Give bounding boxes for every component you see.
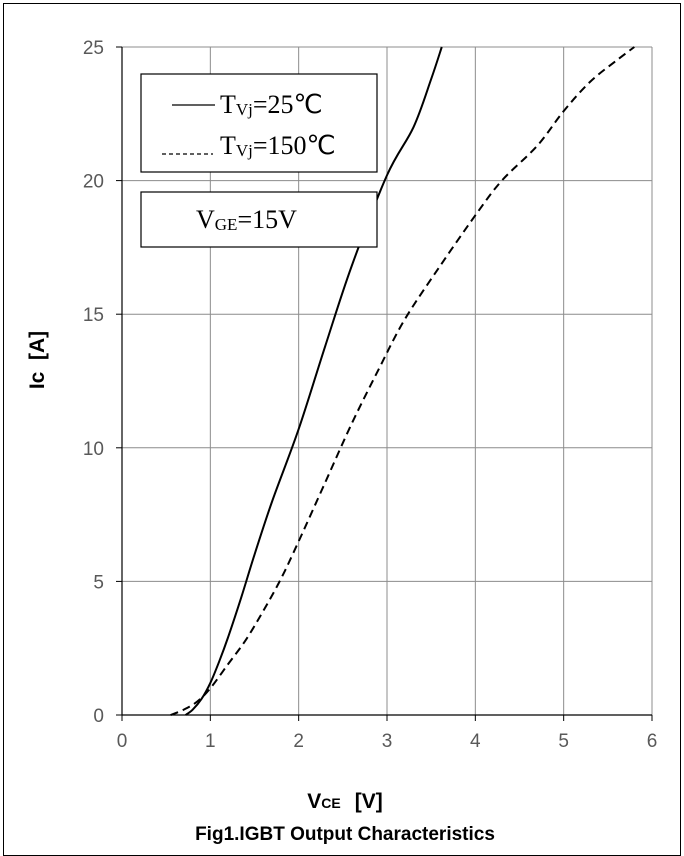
series-layer [170, 46, 635, 716]
x-tick-label: 2 [293, 731, 304, 752]
x-tick-label: 1 [205, 731, 216, 752]
vge-annotation: VGE=15V [140, 191, 378, 248]
y-tick-label: 5 [93, 572, 104, 593]
y-tick-label: 20 [83, 172, 104, 193]
y-tick-label: 10 [83, 439, 104, 460]
x-tick-label: 0 [117, 731, 128, 752]
x-tick-label: 5 [558, 731, 569, 752]
vge-label: VGE=15V [196, 205, 297, 234]
x-tick-label: 3 [382, 731, 393, 752]
legend-label-150: TVj=150℃ [220, 131, 336, 160]
y-tick-label: 0 [93, 706, 104, 727]
y-axis-title: Ic [A] [26, 331, 49, 389]
legend-box [140, 73, 378, 173]
x-axis-title: VCE [V] [307, 790, 382, 813]
legend-label-25: TVj=25℃ [220, 90, 323, 119]
y-tick-label: 25 [83, 38, 104, 59]
figure-caption: Fig1.IGBT Output Characteristics [195, 824, 495, 845]
series-line-tvj-25 [184, 46, 443, 716]
y-tick-label: 15 [83, 305, 104, 326]
tick-labels: 0 1 2 3 4 5 6 0 5 10 15 20 25 [83, 38, 657, 752]
vge-box [140, 191, 378, 248]
legend: TVj=25℃ TVj=150℃ [140, 73, 378, 173]
x-tick-label: 6 [647, 731, 658, 752]
x-tick-label: 4 [470, 731, 481, 752]
series-line-tvj-150 [170, 46, 635, 716]
